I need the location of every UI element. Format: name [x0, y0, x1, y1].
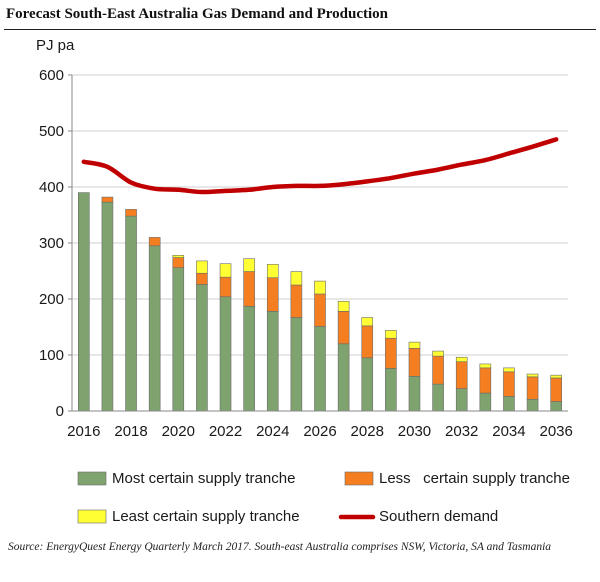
bar-segment — [290, 284, 303, 318]
bar-segment — [219, 263, 232, 278]
bar-segment — [243, 305, 255, 412]
bar-segment — [503, 371, 515, 397]
bar-segment — [432, 355, 444, 385]
bar-segment — [266, 277, 279, 312]
x-tick-label: 2020 — [162, 423, 195, 440]
bar-segment — [148, 245, 161, 412]
bar-segment — [290, 271, 303, 286]
legend-label: Most certain supply tranche — [112, 470, 295, 487]
bar-segment — [314, 293, 326, 327]
bar-segment — [337, 343, 350, 412]
bar-segment — [503, 367, 515, 373]
bar-segment — [337, 300, 350, 312]
bar-segment — [479, 367, 492, 394]
bar-segment — [148, 237, 161, 247]
bar-segment — [266, 263, 279, 279]
legend-label: Less certain supply tranche — [379, 470, 570, 487]
bar-segment — [243, 258, 255, 272]
bar-segment — [172, 257, 185, 268]
legend-item: Less certain supply tranche — [344, 470, 570, 487]
legend-label: Least certain supply tranche — [112, 508, 300, 525]
bar-segment — [172, 255, 185, 258]
x-tick-label: 2036 — [540, 423, 573, 440]
legend-swatch — [344, 471, 374, 486]
y-tick-label: 100 — [39, 347, 64, 364]
bar-segment — [196, 260, 208, 274]
y-tick-label: 400 — [39, 179, 64, 196]
legend: Most certain supply tranche Less certain … — [77, 470, 570, 525]
y-axis-label: PJ pa — [36, 37, 75, 54]
x-tick-label: 2016 — [67, 423, 100, 440]
bar-segment — [385, 330, 397, 339]
bar-segment — [78, 192, 90, 412]
legend-swatch — [77, 509, 107, 524]
bar-segment — [408, 375, 421, 412]
bar-segment — [550, 374, 562, 379]
bar-segment — [455, 356, 468, 363]
bar-segment — [455, 388, 468, 412]
legend-item: Southern demand — [338, 508, 498, 525]
bar-segment — [314, 280, 326, 295]
bar-segment — [526, 373, 539, 378]
bar-segment — [219, 276, 232, 298]
bar-segment — [337, 311, 350, 345]
bar-segment — [385, 368, 397, 412]
bar-segment — [101, 196, 114, 203]
bar-segment — [479, 363, 492, 369]
bar-segment — [196, 284, 208, 412]
bar-segment — [408, 341, 421, 349]
bar-segment — [361, 317, 374, 327]
bar-segment — [479, 392, 492, 412]
bar-segment — [432, 383, 444, 412]
bar-segment — [550, 377, 562, 402]
demand-line — [81, 137, 559, 195]
x-tick-label: 2034 — [492, 423, 525, 440]
chart: PJ pa 0 100 200 300 400 500 600 2016 2018 2020 2022… — [36, 37, 573, 525]
bar-segment — [361, 357, 374, 412]
y-tick-label: 200 — [39, 291, 64, 308]
bars — [78, 192, 562, 412]
legend-item: Least certain supply tranche — [77, 508, 300, 525]
bar-segment — [432, 350, 444, 357]
x-tick-label: 2028 — [351, 423, 384, 440]
bar-segment — [125, 209, 137, 217]
y-tick-label: 500 — [39, 123, 64, 140]
chart-title: Forecast South-East Australia Gas Demand… — [6, 6, 388, 22]
y-tick-label: 0 — [56, 403, 64, 420]
legend-swatch — [77, 471, 107, 486]
bar-segment — [101, 201, 114, 412]
y-tick-label: 300 — [39, 235, 64, 252]
x-tick-label: 2018 — [114, 423, 147, 440]
source-note: Source: EnergyQuest Energy Quarterly Mar… — [8, 541, 552, 553]
bar-segment — [550, 401, 562, 412]
bar-segment — [314, 326, 326, 412]
y-tick-label: 600 — [39, 67, 64, 84]
title-rule — [4, 29, 596, 30]
bar-segment — [385, 337, 397, 369]
x-tick-label: 2032 — [445, 423, 478, 440]
bar-segment — [503, 396, 515, 412]
x-tick-label: 2026 — [303, 423, 336, 440]
bar-segment — [125, 215, 137, 412]
bar-segment — [408, 347, 421, 377]
bar-segment — [361, 325, 374, 359]
bar-segment — [526, 376, 539, 400]
bar-segment — [196, 272, 208, 285]
legend-item: Most certain supply tranche — [77, 470, 295, 487]
bar-segment — [172, 267, 185, 412]
bar-segment — [455, 361, 468, 389]
southern-demand-line — [81, 137, 559, 195]
bar-segment — [526, 398, 539, 412]
bar-segment — [243, 271, 255, 307]
axes: PJ pa 0 100 200 300 400 500 600 2016 2018 2020 2022… — [36, 37, 573, 440]
bar-segment — [290, 317, 303, 412]
legend-label: Southern demand — [379, 508, 498, 525]
x-tick-label: 2022 — [209, 423, 242, 440]
x-tick-label: 2030 — [398, 423, 431, 440]
bar-segment — [266, 311, 279, 412]
bar-segment — [219, 296, 232, 412]
x-tick-label: 2024 — [256, 423, 289, 440]
